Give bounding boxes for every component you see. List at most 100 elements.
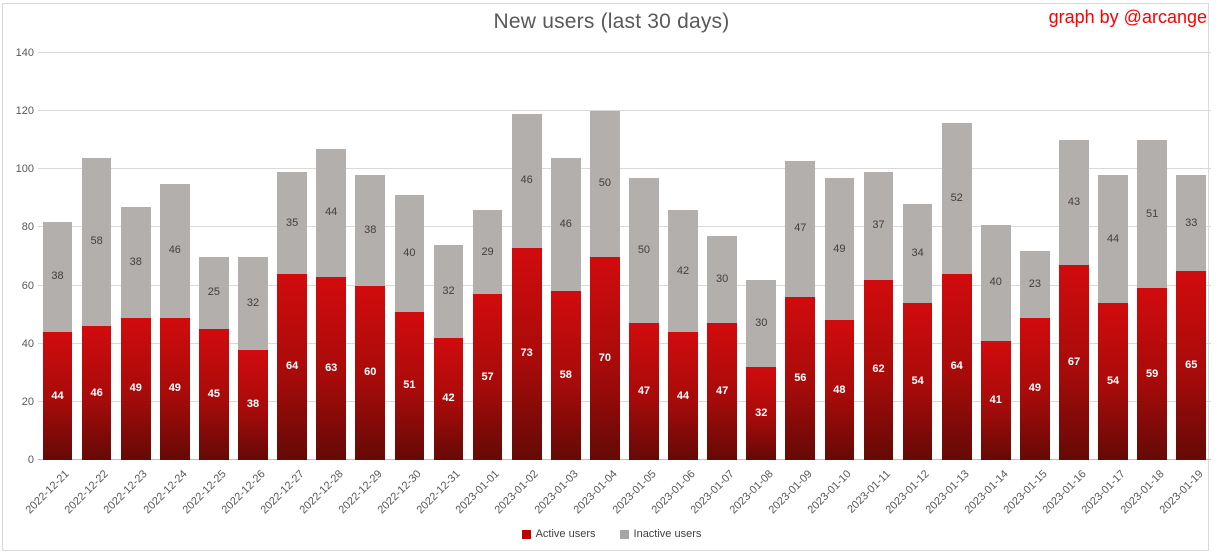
stacked-bar: 44 54: [1098, 175, 1128, 460]
segment-value-label: 32: [755, 406, 768, 419]
segment-value-label: 50: [637, 244, 651, 257]
segment-value-label: 44: [325, 206, 338, 219]
legend-swatch-icon: [619, 529, 629, 539]
bar-slot: 40 41: [976, 53, 1015, 460]
gridline: [38, 459, 1211, 460]
gridline: [38, 400, 1211, 402]
stacked-bar: 37 62: [863, 172, 894, 460]
bar-segment-inactive: 50: [590, 111, 620, 257]
bar-segment-active: 54: [902, 303, 933, 460]
segment-value-label: 45: [207, 388, 221, 401]
stacked-bar: 34 54: [902, 204, 933, 460]
stacked-bar: 43 67: [1059, 140, 1089, 460]
stacked-bar: 40 41: [980, 224, 1011, 460]
stacked-bar: 49 48: [824, 178, 855, 460]
bar-slot: 47 56: [781, 53, 820, 460]
bar-slot: 38 44: [38, 53, 77, 460]
bar-segment-inactive: 46: [511, 114, 542, 248]
bar-segment-active: 38: [238, 349, 268, 460]
bar-segment-inactive: 35: [277, 172, 307, 274]
segment-value-label: 62: [872, 363, 885, 376]
bar-segment-active: 32: [746, 366, 777, 460]
bar-segment-active: 67: [1059, 265, 1089, 460]
bar-segment-active: 49: [159, 317, 190, 460]
bar-segment-inactive: 52: [941, 122, 972, 274]
segment-value-label: 67: [1067, 356, 1081, 369]
bar-segment-active: 57: [472, 294, 503, 460]
bar-segment-active: 63: [316, 276, 347, 460]
bar-segment-inactive: 58: [81, 157, 112, 327]
bar-segment-inactive: 29: [472, 210, 503, 295]
plot-area: 38 44 58 46 38 49 46 49 25 45 32 38 35 64 44 63 38 60 40 51…: [38, 52, 1211, 460]
bar-slot: 38 49: [116, 53, 155, 460]
stacked-bar: 32 38: [238, 256, 268, 460]
stacked-bar: 38 60: [355, 175, 386, 460]
stacked-bar: 38 49: [120, 207, 151, 460]
segment-value-label: 59: [1146, 367, 1159, 380]
bar-slot: 35 64: [273, 53, 312, 460]
stacked-bar: 23 49: [1020, 250, 1050, 460]
bar-slot: 37 62: [859, 53, 898, 460]
bar-slot: 49 48: [820, 53, 859, 460]
segment-value-label: 70: [598, 351, 611, 364]
segment-value-label: 47: [794, 222, 807, 235]
stacked-bar: 42 44: [668, 210, 698, 460]
legend-item: Inactive users: [619, 528, 702, 540]
y-tick-label: 40: [21, 337, 34, 350]
bar-segment-inactive: 43: [1059, 140, 1089, 266]
segment-value-label: 38: [246, 398, 260, 411]
segment-value-label: 48: [833, 383, 846, 396]
stacked-bar: 40 51: [394, 195, 425, 460]
segment-value-label: 46: [559, 218, 572, 231]
segment-value-label: 52: [950, 191, 963, 204]
segment-value-label: 46: [520, 174, 533, 187]
segment-value-label: 49: [1028, 382, 1041, 395]
bar-segment-active: 41: [980, 340, 1011, 460]
bar-slot: 25 45: [194, 53, 233, 460]
segment-value-label: 47: [637, 385, 651, 398]
gridline: [38, 342, 1211, 344]
legend-label: Inactive users: [633, 528, 702, 540]
bar-slot: 46 58: [546, 53, 585, 460]
stacked-bar: 32 42: [433, 244, 464, 460]
gridline: [38, 168, 1211, 170]
bar-segment-active: 45: [199, 329, 229, 460]
bar-slot: 33 65: [1172, 53, 1211, 460]
stacked-bar: 30 32: [746, 279, 777, 460]
bar-segment-inactive: 49: [824, 178, 855, 321]
bar-slot: 30 47: [703, 53, 742, 460]
bar-slot: 46 73: [507, 53, 546, 460]
legend-swatch-icon: [521, 529, 531, 539]
segment-value-label: 33: [1185, 216, 1198, 229]
y-tick-label: 140: [15, 47, 34, 59]
bar-slot: 44 63: [312, 53, 351, 460]
y-tick-label: 80: [21, 221, 34, 234]
segment-value-label: 54: [911, 375, 924, 387]
gridline: [38, 52, 1211, 53]
bar-segment-inactive: 44: [1098, 175, 1128, 304]
bar-segment-inactive: 38: [120, 207, 151, 318]
stacked-bar: 50 47: [629, 178, 659, 460]
bar-segment-inactive: 32: [433, 244, 464, 338]
segment-value-label: 46: [168, 244, 181, 257]
bar-slot: 46 49: [155, 53, 194, 460]
stacked-bar: 47 56: [785, 160, 816, 460]
gridline: [38, 284, 1211, 286]
stacked-bar: 30 47: [707, 236, 737, 460]
bar-segment-active: 62: [863, 279, 894, 460]
segment-value-label: 29: [481, 245, 494, 258]
y-tick-label: 0: [27, 454, 34, 466]
bar-slot: 58 46: [77, 53, 116, 460]
bar-segment-active: 65: [1176, 271, 1207, 460]
segment-value-label: 49: [833, 242, 846, 255]
bar-slot: 52 64: [937, 53, 976, 460]
bar-segment-active: 60: [355, 285, 386, 460]
bar-segment-inactive: 37: [863, 172, 894, 280]
segment-value-label: 42: [442, 392, 455, 405]
bar-segment-active: 73: [511, 247, 542, 460]
bar-slot: 32 38: [233, 53, 272, 460]
bar-segment-active: 48: [824, 320, 855, 460]
bar-segment-inactive: 38: [42, 221, 73, 333]
bar-segment-inactive: 23: [1020, 250, 1050, 318]
segment-value-label: 35: [285, 216, 299, 229]
